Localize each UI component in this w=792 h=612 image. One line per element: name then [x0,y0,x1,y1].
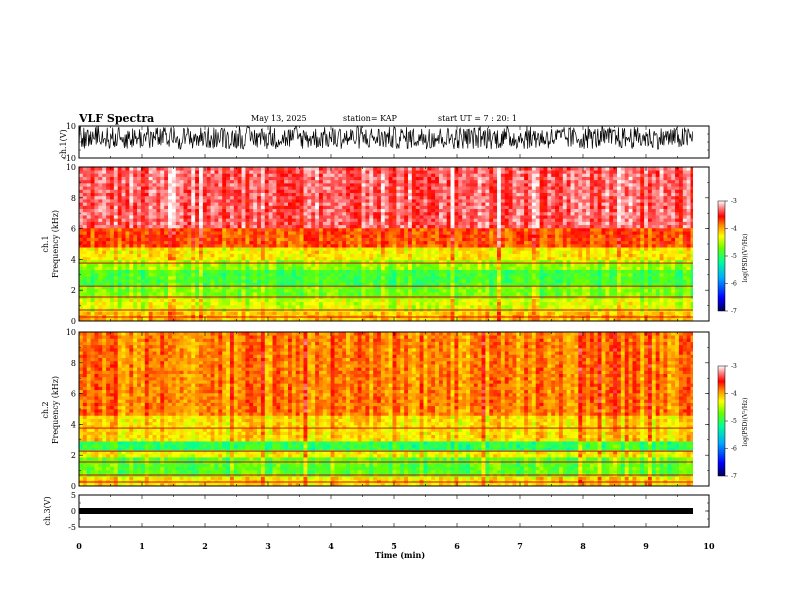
spectrogram-ch1-ytick: 0 [71,317,76,326]
x-tick-label: 8 [580,541,586,551]
spectrogram-ch2-ylabel-line1: ch.2 [41,401,50,418]
spectrogram-ch2-ytick: 6 [71,390,76,399]
waveform-ch1-ytick: 10 [66,122,76,131]
x-tick-label: 10 [703,541,715,551]
waveform-ch1-trace [79,126,693,151]
colorbar-tick-label: -5 [731,253,737,260]
spectrogram-ch1-ytick: 4 [71,255,76,264]
colorbar-tick-label: -3 [731,363,737,370]
spectrogram-ch2-image [79,332,693,486]
spectrogram-ch2-ytick: 10 [66,328,76,337]
x-tick-label: 3 [265,541,271,551]
spectrogram-ch1-image [79,167,693,321]
x-tick-label: 4 [328,541,334,551]
waveform-ch3-ytick: 0 [71,507,76,516]
waveform-ch3-trace [79,508,693,514]
colorbar-ch2-label: log(PSD)(V²/Hz) [742,398,749,447]
x-tick-label: 1 [139,541,145,551]
chart-title: VLF Spectra [79,112,155,125]
colorbar-tick-label: -6 [731,446,737,453]
waveform-ch1-ylabel: ch.1(V) [59,129,68,158]
x-tick-label: 0 [76,541,82,551]
spectrogram-ch2-ytick: 0 [71,482,76,491]
spectrogram-ch1-ytick: 10 [66,163,76,172]
x-axis-label: Time (min) [375,550,425,560]
waveform-ch3-ytick: -5 [68,523,76,532]
spectrogram-ch1-ylabel-line1: ch.1 [41,235,50,252]
x-tick-label: 5 [391,541,397,551]
colorbar-ch1-label: log(PSD)(V²/Hz) [742,234,749,283]
colorbar-tick-label: -4 [731,226,737,233]
colorbar-tick-label: -4 [731,391,737,398]
waveform-ch1-ytick: -10 [63,154,76,163]
colorbar-tick-label: -6 [731,281,737,288]
spectrogram-ch2-ytick: 4 [71,420,76,429]
spectrogram-ch2-ylabel-line2: Frequency (kHz) [51,376,60,444]
x-tick-label: 2 [202,541,208,551]
x-tick-label: 9 [643,541,649,551]
spectrogram-ch1-ytick: 8 [71,194,76,203]
spectrogram-ch1-ytick: 6 [71,225,76,234]
colorbar-tick-label: -7 [731,308,737,315]
colorbar-tick-label: -5 [731,418,737,425]
waveform-ch3-ytick: 5 [71,491,76,500]
colorbar-ticks: -3 -4 -5 -6 -7 -3 -4 -5 -6 -7 [725,198,737,480]
waveform-ch3-ylabel: ch.3(V) [43,496,52,525]
x-tick-label: 7 [517,541,523,551]
spectrogram-ch1-ytick: 2 [71,286,76,295]
spectrogram-ch2-ytick: 2 [71,451,76,460]
station-label: station= KAP [343,114,397,123]
colorbar-tick-label: -3 [731,198,737,205]
spectrogram-ch2-ytick: 8 [71,359,76,368]
spectrogram-ch1-ylabel-line2: Frequency (kHz) [51,210,60,278]
date-label: May 13, 2025 [251,114,307,123]
colorbar-tick-label: -7 [731,473,737,480]
x-tick-label: 6 [454,541,460,551]
start-time-label: start UT = 7 : 20: 1 [438,114,517,123]
